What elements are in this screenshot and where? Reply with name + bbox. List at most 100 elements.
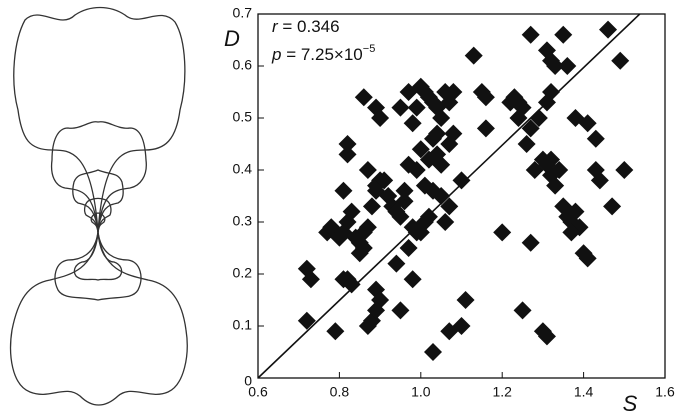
point bbox=[574, 244, 593, 263]
point bbox=[440, 197, 459, 216]
point bbox=[326, 322, 345, 341]
point bbox=[493, 223, 512, 242]
point bbox=[371, 109, 390, 127]
point bbox=[387, 254, 406, 273]
point bbox=[391, 301, 410, 320]
point bbox=[537, 327, 556, 346]
point bbox=[342, 275, 361, 294]
point bbox=[542, 51, 561, 70]
point bbox=[338, 145, 357, 164]
point bbox=[586, 129, 605, 148]
y-tick-label: 0.4 bbox=[233, 161, 253, 177]
point bbox=[521, 119, 540, 138]
x-tick-label: 0.8 bbox=[330, 384, 350, 400]
point bbox=[297, 311, 316, 330]
annotation-sup: −5 bbox=[363, 43, 376, 55]
point bbox=[338, 135, 357, 153]
outline-shape bbox=[9, 231, 188, 406]
point bbox=[358, 218, 377, 237]
y-tick-label: 0.7 bbox=[233, 5, 253, 21]
point bbox=[509, 109, 528, 127]
point bbox=[521, 25, 540, 44]
point bbox=[550, 161, 569, 179]
x-tick-label: 1.4 bbox=[574, 384, 594, 400]
plot-frame bbox=[257, 13, 666, 379]
point bbox=[554, 25, 573, 44]
point bbox=[513, 301, 532, 320]
annotation: p = 7.25×10−5 bbox=[271, 43, 375, 65]
point bbox=[546, 57, 565, 75]
point bbox=[476, 88, 495, 107]
x-tick-label: 0.6 bbox=[248, 384, 268, 400]
point bbox=[399, 239, 418, 257]
y-tick-label: 0.5 bbox=[233, 109, 253, 125]
annotation: r = 0.346 bbox=[272, 17, 340, 36]
y-tick-label: 0.1 bbox=[233, 317, 253, 333]
point bbox=[424, 129, 443, 148]
point bbox=[342, 202, 361, 221]
annotation-text: = 7.25×10 bbox=[281, 45, 362, 64]
point bbox=[456, 291, 475, 309]
x-tick-label: 1.2 bbox=[492, 384, 512, 400]
point bbox=[403, 270, 422, 289]
outline-shape bbox=[54, 231, 142, 301]
point bbox=[391, 207, 410, 226]
point bbox=[350, 244, 369, 263]
point bbox=[334, 181, 353, 200]
point bbox=[419, 207, 438, 226]
outline-shape bbox=[90, 212, 106, 233]
point bbox=[542, 150, 561, 169]
point bbox=[529, 109, 548, 127]
x-tick-label: 1.6 bbox=[655, 384, 675, 400]
point bbox=[444, 124, 463, 143]
point bbox=[611, 51, 630, 70]
point bbox=[424, 343, 443, 361]
y-tick-label: 0.6 bbox=[233, 57, 253, 73]
point bbox=[407, 98, 426, 117]
point bbox=[395, 181, 414, 200]
point bbox=[578, 249, 597, 268]
point bbox=[517, 135, 536, 153]
point bbox=[354, 88, 373, 107]
point bbox=[444, 83, 463, 101]
point bbox=[375, 171, 394, 190]
annotation-var: p bbox=[271, 45, 281, 64]
outline-shape bbox=[73, 231, 123, 281]
point bbox=[407, 223, 426, 242]
point bbox=[546, 176, 565, 195]
annotation-var: r bbox=[272, 17, 279, 36]
point bbox=[562, 223, 581, 242]
point bbox=[615, 161, 634, 179]
point bbox=[362, 197, 381, 216]
outline-shape bbox=[83, 197, 112, 233]
outline-drawing bbox=[9, 6, 188, 406]
point bbox=[452, 317, 471, 335]
point bbox=[432, 109, 451, 127]
x-tick-label: 1.0 bbox=[411, 384, 431, 400]
outline-shape bbox=[50, 121, 147, 233]
y-tick-label: 0.2 bbox=[233, 265, 253, 281]
point bbox=[452, 171, 471, 190]
y-axis-label: D bbox=[224, 26, 240, 51]
point bbox=[599, 20, 618, 39]
point bbox=[464, 46, 483, 65]
point bbox=[436, 213, 455, 231]
point bbox=[558, 57, 577, 75]
point bbox=[521, 233, 540, 252]
point bbox=[399, 155, 418, 174]
point bbox=[590, 171, 609, 190]
y-tick-label: 0 bbox=[244, 373, 252, 389]
point bbox=[566, 202, 585, 221]
point bbox=[301, 270, 320, 289]
point bbox=[542, 83, 561, 101]
point bbox=[358, 161, 377, 179]
point bbox=[432, 155, 451, 174]
x-axis-label: S bbox=[623, 391, 638, 416]
point bbox=[367, 301, 386, 320]
point bbox=[566, 109, 585, 127]
annotation-text: = 0.346 bbox=[278, 17, 340, 36]
point bbox=[432, 187, 451, 205]
point bbox=[391, 98, 410, 117]
